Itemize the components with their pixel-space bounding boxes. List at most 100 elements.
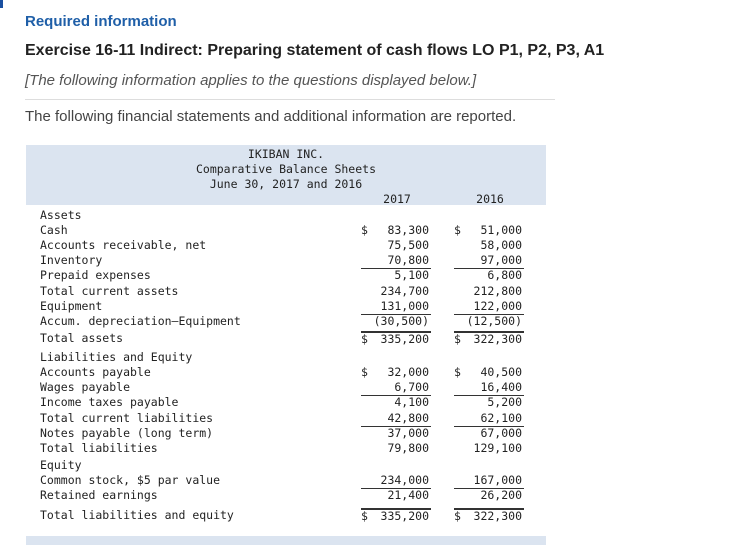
divider <box>25 99 555 100</box>
value-2017: (30,500) <box>361 314 431 328</box>
balance-sheet-row: Equipment 131,000 122,000 <box>26 299 546 314</box>
row-label: Total current assets <box>40 284 179 298</box>
amount: 42,800 <box>387 411 429 425</box>
amount: 322,300 <box>473 509 522 523</box>
amount: 75,500 <box>387 238 429 252</box>
currency-symbol: $ <box>454 509 461 523</box>
amount: 97,000 <box>480 253 522 267</box>
row-label: Assets <box>40 208 82 222</box>
currency-symbol: $ <box>361 332 368 346</box>
row-label: Equipment <box>40 299 103 313</box>
balance-sheet-row: Total current liabilities 42,800 62,100 <box>26 411 546 426</box>
value-2016: 67,000 <box>454 426 524 440</box>
value-2017: $335,200 <box>361 508 431 523</box>
value-2017: 5,100 <box>361 268 431 282</box>
amount: (30,500) <box>373 314 429 328</box>
amount: 62,100 <box>480 411 522 425</box>
amount: 4,100 <box>394 395 429 409</box>
amount: 129,100 <box>473 441 522 455</box>
amount: 37,000 <box>387 426 429 440</box>
value-2017: 4,100 <box>361 395 431 409</box>
amount: 51,000 <box>480 223 522 237</box>
applies-note: [The following information applies to th… <box>25 72 477 89</box>
amount: 26,200 <box>480 488 522 502</box>
currency-symbol: $ <box>361 223 368 237</box>
amount: 122,000 <box>473 299 522 313</box>
amount: 6,800 <box>487 268 522 282</box>
required-information-heading: Required information <box>25 13 177 30</box>
amount: 212,800 <box>473 284 522 298</box>
amount: 6,700 <box>394 380 429 394</box>
balance-sheet-row: Notes payable (long term) 37,000 67,000 <box>26 426 546 441</box>
balance-sheet-row: Total assets $335,200 $322,300 <box>26 331 546 346</box>
year-2016-header: 2016 <box>476 192 504 206</box>
balance-sheet-row: Total current assets 234,700 212,800 <box>26 284 546 299</box>
amount: 5,200 <box>487 395 522 409</box>
row-label: Accounts payable <box>40 365 151 379</box>
balance-sheet-row: Assets <box>26 208 546 223</box>
amount: 70,800 <box>387 253 429 267</box>
amount: 79,800 <box>387 441 429 455</box>
balance-sheet-row: Accounts receivable, net 75,500 58,000 <box>26 238 546 253</box>
balance-sheet-row: Retained earnings 21,400 26,200 <box>26 488 546 503</box>
amount: 234,000 <box>380 473 429 487</box>
amount: 234,700 <box>380 284 429 298</box>
row-label: Accounts receivable, net <box>40 238 207 252</box>
amount: (12,500) <box>466 314 522 328</box>
value-2016: (12,500) <box>454 314 524 328</box>
balance-sheet-row: Equity <box>26 458 546 473</box>
value-2016: $322,300 <box>454 508 524 523</box>
currency-symbol: $ <box>454 223 461 237</box>
value-2017: 37,000 <box>361 426 431 440</box>
row-label: Total liabilities and equity <box>40 508 234 522</box>
balance-sheet-row: Accum. depreciation—Equipment (30,500) (12… <box>26 314 546 329</box>
currency-symbol: $ <box>454 365 461 379</box>
balance-sheet-row: Prepaid expenses 5,100 6,800 <box>26 268 546 283</box>
balance-sheet-row: Total liabilities and equity $335,200 $322… <box>26 508 546 523</box>
amount: 83,300 <box>387 223 429 237</box>
row-label: Wages payable <box>40 380 131 394</box>
row-label: Accum. depreciation—Equipment <box>40 314 241 328</box>
amount: 16,400 <box>480 380 522 394</box>
balance-sheet-row: Accounts payable $32,000 $40,500 <box>26 365 546 380</box>
balance-sheet-row: Inventory 70,800 97,000 <box>26 253 546 268</box>
balance-sheet-row: Total liabilities 79,800 129,100 <box>26 441 546 456</box>
value-2016: 6,800 <box>454 268 524 282</box>
intro-text: The following financial statements and a… <box>25 108 517 125</box>
currency-symbol: $ <box>361 509 368 523</box>
row-label: Retained earnings <box>40 488 158 502</box>
row-label: Total assets <box>40 331 124 345</box>
currency-symbol: $ <box>454 332 461 346</box>
value-2016: $322,300 <box>454 331 524 346</box>
balance-sheet-row: Cash $83,300 $51,000 <box>26 223 546 238</box>
exercise-title: Exercise 16-11 Indirect: Preparing state… <box>25 42 605 59</box>
value-2017: $335,200 <box>361 331 431 346</box>
left-accent-bar <box>0 0 3 8</box>
statement-date: June 30, 2017 and 2016 <box>209 177 363 191</box>
row-label: Inventory <box>40 253 103 267</box>
row-label: Prepaid expenses <box>40 268 151 282</box>
balance-sheet-header-band <box>26 145 546 205</box>
amount: 21,400 <box>387 488 429 502</box>
amount: 167,000 <box>473 473 522 487</box>
row-label: Liabilities and Equity <box>40 350 193 364</box>
row-label: Equity <box>40 458 82 472</box>
company-name: IKIBAN INC. <box>247 147 325 161</box>
balance-sheet-row: Wages payable 6,700 16,400 <box>26 380 546 395</box>
value-2016: 26,200 <box>454 488 524 502</box>
amount: 40,500 <box>480 365 522 379</box>
amount: 58,000 <box>480 238 522 252</box>
row-label: Common stock, $5 par value <box>40 473 221 487</box>
amount: 131,000 <box>380 299 429 313</box>
balance-sheet-footer-band <box>26 536 546 545</box>
amount: 335,200 <box>380 332 429 346</box>
row-label: Notes payable (long term) <box>40 426 214 440</box>
amount: 335,200 <box>380 509 429 523</box>
balance-sheet: IKIBAN INC. Comparative Balance Sheets J… <box>26 145 546 530</box>
currency-symbol: $ <box>361 365 368 379</box>
year-2017-header: 2017 <box>383 192 411 206</box>
value-2017: 21,400 <box>361 488 431 502</box>
balance-sheet-row: Common stock, $5 par value 234,000 167,000 <box>26 473 546 488</box>
value-2016: 5,200 <box>454 395 524 409</box>
amount: 67,000 <box>480 426 522 440</box>
